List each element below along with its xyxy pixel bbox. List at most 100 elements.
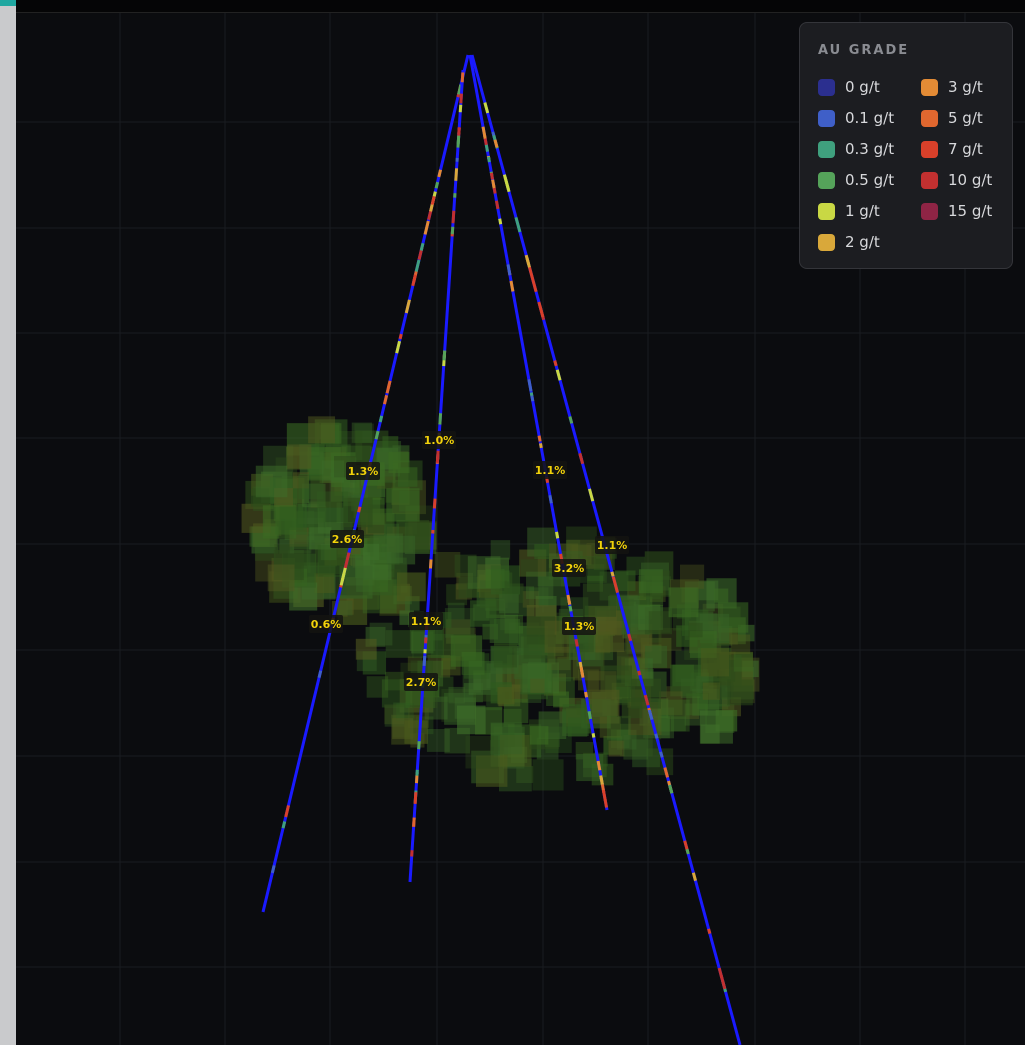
ore-block xyxy=(461,651,485,675)
drill-segment xyxy=(427,210,433,221)
drill-segment xyxy=(719,974,727,990)
ore-block xyxy=(502,747,525,769)
drill-segment xyxy=(654,733,659,739)
ore-block xyxy=(457,705,486,735)
drill-segment xyxy=(530,275,538,293)
drill-segment xyxy=(428,559,433,569)
drill-segment xyxy=(555,369,562,381)
ore-block xyxy=(686,693,709,716)
drill-segment xyxy=(340,567,347,581)
hole-label-bg xyxy=(330,530,364,548)
drill-segment xyxy=(509,280,515,292)
drill-segment xyxy=(432,498,437,509)
ore-block xyxy=(670,664,702,697)
ore-block xyxy=(279,506,304,530)
scene[interactable]: 1.0% 1.3% 1.1% 2.6% 3.2% 1.1% 0.6% 1.1% 1.3% 2.7% xyxy=(16,13,1025,1045)
ore-block xyxy=(494,618,520,645)
drill-segment xyxy=(284,805,290,818)
ore-block xyxy=(714,588,729,603)
ore-block xyxy=(702,682,720,700)
drill-segment xyxy=(437,169,443,178)
legend-item: 0.1 g/t xyxy=(818,108,894,128)
drill-segment xyxy=(429,204,434,212)
ore-block xyxy=(473,672,491,691)
legend-label: 2 g/t xyxy=(845,233,880,251)
hole-label-bg xyxy=(404,673,438,691)
legend-label: 3 g/t xyxy=(948,78,983,96)
legend-item: 1 g/t xyxy=(818,201,880,221)
legend-swatch xyxy=(818,171,835,189)
hole-label: 1.1% xyxy=(411,615,442,628)
drill-segment xyxy=(422,655,427,667)
legend-item: 0 g/t xyxy=(818,77,880,97)
ore-block xyxy=(700,724,720,744)
ore-block xyxy=(386,488,420,522)
ore-block xyxy=(500,614,516,631)
legend-label: 10 g/t xyxy=(948,171,993,189)
legend-label: 15 g/t xyxy=(948,202,993,220)
drill-segment xyxy=(398,333,403,340)
drill-segment xyxy=(414,259,421,272)
drill-segment xyxy=(527,379,533,392)
ore-block xyxy=(448,686,465,704)
ore-block xyxy=(384,523,400,539)
ore-block xyxy=(499,734,532,767)
drill-segment xyxy=(591,733,596,738)
ore-block xyxy=(621,697,643,719)
ore-block xyxy=(574,632,594,653)
ore-block xyxy=(321,460,345,483)
drill-segment xyxy=(553,360,558,367)
ore-block xyxy=(309,527,332,550)
ore-block xyxy=(679,564,705,589)
legend-label: 0.3 g/t xyxy=(845,140,895,158)
drill-segment xyxy=(344,552,351,566)
drill-segment xyxy=(374,430,380,440)
ore-block xyxy=(470,600,497,627)
ore-block xyxy=(520,559,538,577)
hole-label: 2.7% xyxy=(406,676,437,689)
ore-block xyxy=(668,587,699,618)
ore-block xyxy=(465,735,499,769)
drill-segment xyxy=(530,395,535,402)
drill-segment xyxy=(489,172,495,180)
ore-block xyxy=(316,491,348,523)
drill-segment xyxy=(566,594,572,605)
drill-segment xyxy=(454,168,459,181)
drill-segment xyxy=(579,666,585,678)
drill-segment xyxy=(548,495,553,504)
hole-label: 1.1% xyxy=(597,539,628,552)
drill-segment xyxy=(555,531,560,539)
drill-segment xyxy=(483,102,490,114)
ore-body xyxy=(241,416,760,792)
ore-block xyxy=(345,556,375,586)
legend-label: 5 g/t xyxy=(948,109,983,127)
legend-item: 3 g/t xyxy=(921,77,983,97)
ore-block xyxy=(447,602,465,620)
ore-block xyxy=(623,734,649,760)
legend-swatch xyxy=(921,78,938,96)
hole-label: 3.2% xyxy=(554,562,585,575)
drill-segment xyxy=(599,775,604,785)
drill-segment xyxy=(487,156,491,163)
drill-segment xyxy=(317,670,323,679)
ore-block xyxy=(526,571,554,599)
drill-segment xyxy=(568,416,574,424)
drill-segment xyxy=(438,413,443,425)
legend-item: 7 g/t xyxy=(921,139,983,159)
drill-segment xyxy=(610,571,615,577)
ore-block xyxy=(366,676,389,698)
legend-swatch xyxy=(818,140,835,158)
ore-block xyxy=(308,416,336,444)
ore-block xyxy=(670,716,686,732)
ore-block xyxy=(614,570,636,592)
drill-segment xyxy=(434,181,440,189)
ore-block xyxy=(267,564,295,592)
ore-block xyxy=(547,646,571,671)
ore-block xyxy=(396,703,414,721)
ore-block xyxy=(301,483,326,508)
ore-block xyxy=(716,682,734,699)
ore-block xyxy=(523,628,554,659)
ore-block xyxy=(355,638,377,660)
ore-block xyxy=(593,620,625,653)
drill-segment xyxy=(413,792,418,804)
